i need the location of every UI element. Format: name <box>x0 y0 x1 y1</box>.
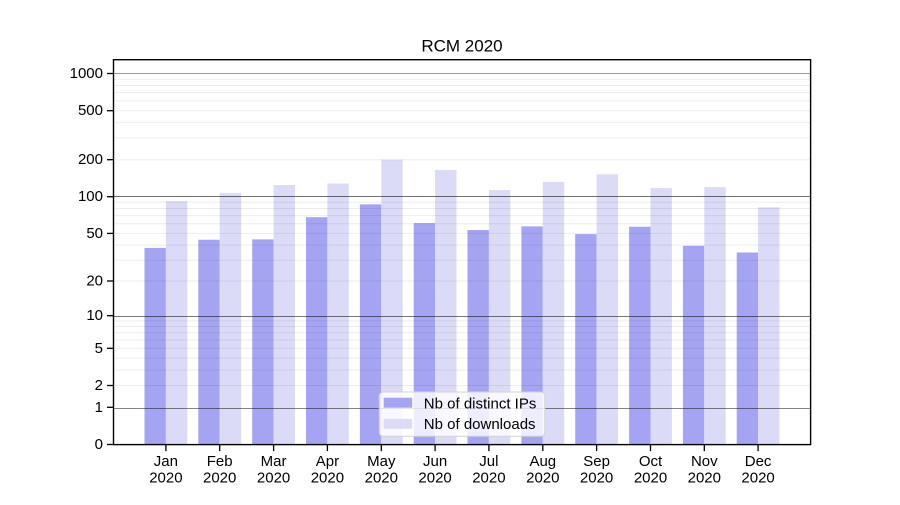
svg-text:Jul: Jul <box>479 453 498 470</box>
svg-text:Sep: Sep <box>583 453 610 470</box>
svg-text:5: 5 <box>95 340 103 357</box>
svg-text:Dec: Dec <box>745 453 772 470</box>
svg-text:Oct: Oct <box>639 453 663 470</box>
svg-text:Feb: Feb <box>207 453 233 470</box>
svg-text:Nb of downloads: Nb of downloads <box>424 416 536 433</box>
svg-text:100: 100 <box>78 188 103 205</box>
svg-text:Jan: Jan <box>154 453 178 470</box>
svg-text:Mar: Mar <box>261 453 287 470</box>
svg-text:2020: 2020 <box>365 469 398 486</box>
svg-text:Aug: Aug <box>529 453 556 470</box>
svg-text:2020: 2020 <box>741 469 774 486</box>
svg-text:200: 200 <box>78 151 103 168</box>
svg-text:1: 1 <box>95 399 103 416</box>
svg-text:0: 0 <box>95 436 103 453</box>
svg-text:May: May <box>367 453 396 470</box>
svg-text:50: 50 <box>86 225 103 242</box>
svg-text:Nov: Nov <box>691 453 718 470</box>
svg-text:20: 20 <box>86 273 103 290</box>
svg-text:RCM 2020: RCM 2020 <box>421 37 502 56</box>
svg-text:2020: 2020 <box>203 469 236 486</box>
svg-text:2020: 2020 <box>526 469 559 486</box>
svg-text:2020: 2020 <box>472 469 505 486</box>
svg-text:10: 10 <box>86 307 103 324</box>
svg-text:Jun: Jun <box>423 453 447 470</box>
svg-text:2020: 2020 <box>149 469 182 486</box>
svg-text:2020: 2020 <box>688 469 721 486</box>
svg-text:2020: 2020 <box>634 469 667 486</box>
svg-text:500: 500 <box>78 102 103 119</box>
svg-text:Nb of distinct IPs: Nb of distinct IPs <box>424 396 537 413</box>
svg-text:2020: 2020 <box>311 469 344 486</box>
svg-text:1000: 1000 <box>70 65 103 82</box>
svg-text:2020: 2020 <box>257 469 290 486</box>
svg-text:2020: 2020 <box>580 469 613 486</box>
svg-text:2020: 2020 <box>418 469 451 486</box>
svg-text:2: 2 <box>95 377 103 394</box>
svg-text:Apr: Apr <box>316 453 339 470</box>
